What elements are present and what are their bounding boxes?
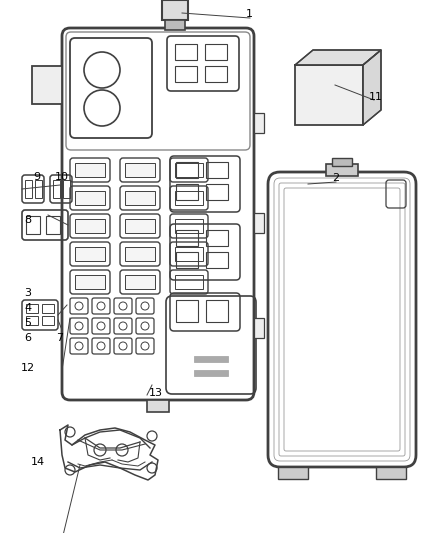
Bar bbox=[175, 66, 197, 82]
Bar bbox=[125, 163, 155, 177]
Bar bbox=[26, 316, 38, 325]
Bar bbox=[176, 184, 198, 200]
Bar bbox=[175, 163, 203, 177]
Text: 5: 5 bbox=[25, 318, 32, 328]
Bar bbox=[332, 158, 352, 166]
Bar bbox=[125, 247, 155, 261]
Text: 10: 10 bbox=[55, 172, 69, 182]
Bar bbox=[205, 44, 227, 60]
Bar bbox=[26, 216, 40, 234]
Bar bbox=[35, 180, 42, 198]
Bar bbox=[175, 247, 203, 261]
Bar bbox=[42, 316, 54, 325]
Bar bbox=[278, 467, 308, 479]
Bar bbox=[75, 275, 105, 289]
Bar bbox=[175, 44, 197, 60]
Bar bbox=[147, 400, 169, 412]
Bar bbox=[162, 0, 188, 20]
Bar bbox=[206, 184, 228, 200]
Bar bbox=[326, 164, 358, 176]
Text: 4: 4 bbox=[25, 303, 32, 313]
Bar bbox=[42, 304, 54, 313]
Bar bbox=[205, 66, 227, 82]
Bar bbox=[125, 219, 155, 233]
Bar bbox=[376, 467, 406, 479]
Bar bbox=[206, 252, 228, 268]
Bar bbox=[175, 275, 203, 289]
Text: 1: 1 bbox=[246, 9, 252, 19]
Bar bbox=[125, 191, 155, 205]
Bar bbox=[194, 370, 228, 376]
Bar bbox=[75, 219, 105, 233]
Text: 2: 2 bbox=[332, 173, 339, 183]
Bar bbox=[25, 180, 32, 198]
Bar bbox=[26, 304, 38, 313]
Text: 14: 14 bbox=[31, 457, 45, 467]
Text: 3: 3 bbox=[25, 288, 32, 298]
Bar bbox=[176, 252, 198, 268]
Text: 6: 6 bbox=[25, 333, 32, 343]
Bar bbox=[75, 163, 105, 177]
Bar bbox=[254, 213, 264, 233]
Bar bbox=[254, 113, 264, 133]
Polygon shape bbox=[363, 50, 381, 125]
Text: 8: 8 bbox=[25, 215, 32, 225]
Bar bbox=[194, 356, 228, 362]
Text: 11: 11 bbox=[369, 92, 383, 102]
Bar bbox=[206, 162, 228, 178]
Bar bbox=[206, 300, 228, 322]
Bar bbox=[176, 300, 198, 322]
Bar bbox=[75, 247, 105, 261]
Bar bbox=[32, 66, 62, 104]
Bar bbox=[176, 230, 198, 246]
Bar bbox=[165, 20, 185, 30]
Polygon shape bbox=[295, 50, 381, 65]
Bar bbox=[53, 180, 60, 198]
Bar bbox=[75, 191, 105, 205]
Bar bbox=[125, 275, 155, 289]
Text: 12: 12 bbox=[21, 363, 35, 373]
Bar bbox=[254, 318, 264, 338]
Bar bbox=[175, 219, 203, 233]
Text: 7: 7 bbox=[57, 333, 64, 343]
Bar bbox=[63, 180, 70, 198]
Bar bbox=[175, 191, 203, 205]
Bar bbox=[176, 162, 198, 178]
Text: 13: 13 bbox=[149, 388, 163, 398]
Text: 9: 9 bbox=[33, 172, 41, 182]
Bar bbox=[295, 65, 363, 125]
Bar bbox=[46, 216, 60, 234]
Bar bbox=[206, 230, 228, 246]
